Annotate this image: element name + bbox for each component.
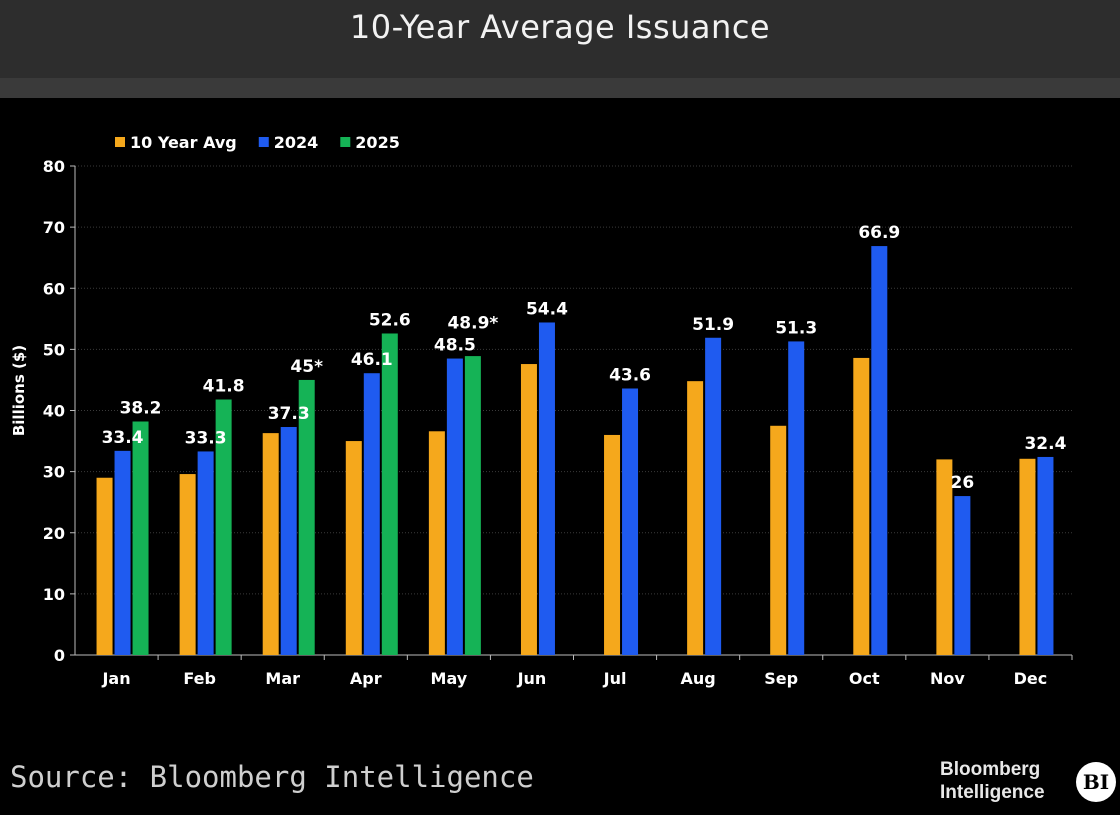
bar-2024: [114, 450, 131, 655]
bar-2024: [871, 246, 888, 656]
y-tick-label: 30: [43, 463, 65, 482]
data-label: 33.3: [185, 428, 227, 448]
bar-10-year-avg: [853, 357, 870, 655]
x-tick-label: Mar: [265, 669, 300, 688]
data-label: 38.2: [120, 399, 162, 419]
bars: [96, 246, 1054, 656]
data-label: 26: [951, 473, 975, 493]
legend-label: 10 Year Avg: [130, 133, 237, 152]
data-label: 52.6: [369, 310, 411, 330]
bar-10-year-avg: [96, 477, 113, 655]
bar-2025: [132, 421, 149, 655]
data-labels: 33.4 38.2 33.3 41.8 37.3 45* 46.1 52.6 48.548.9*…: [102, 223, 1067, 493]
bar-chart: 0 10 20 30 40 50 60 70 80 Jan Feb Mar Apr May Jun Jul Au…: [10, 133, 1073, 688]
x-tick-label: Jul: [603, 669, 627, 688]
data-label: 51.3: [775, 318, 817, 338]
y-axis-label: Billions ($): [10, 345, 28, 436]
page-title: 10-Year Average Issuance: [349, 8, 771, 46]
data-label: 37.3: [268, 404, 310, 424]
bar-2024: [622, 388, 639, 655]
bar-2024: [705, 337, 722, 655]
brand-badge-icon: BI: [1076, 762, 1116, 802]
bar-2024: [280, 427, 297, 655]
data-label: 51.9: [692, 315, 734, 335]
y-tick-label: 0: [54, 646, 65, 665]
data-label: 45*: [290, 357, 323, 377]
data-label: 48.9*: [447, 314, 498, 334]
bar-10-year-avg: [179, 474, 196, 655]
x-tick-label: Dec: [1014, 669, 1048, 688]
legend-label: 2024: [274, 133, 319, 152]
x-tick-label: Oct: [849, 669, 880, 688]
bar-10-year-avg: [428, 431, 445, 655]
bar-2025: [464, 356, 481, 655]
x-tick-label: Apr: [350, 669, 382, 688]
x-tick-label: Jun: [517, 669, 547, 688]
data-label: 43.6: [609, 365, 651, 385]
y-tick-label: 50: [43, 340, 65, 359]
source-note: Source: Bloomberg Intelligence: [10, 760, 534, 794]
data-label: 32.4: [1024, 434, 1066, 454]
data-label: 48.5: [434, 336, 476, 356]
x-tick-label: Nov: [930, 669, 965, 688]
bar-2024: [954, 496, 971, 655]
bar-10-year-avg: [520, 364, 537, 655]
bar-10-year-avg: [770, 425, 787, 655]
bar-2025: [215, 399, 232, 655]
data-label: 41.8: [203, 376, 245, 396]
gridlines: [75, 165, 1072, 595]
y-tick-label: 20: [43, 524, 65, 543]
brand-line-1: Bloomberg: [940, 759, 1041, 780]
data-label: 33.4: [102, 428, 144, 448]
bar-10-year-avg: [687, 381, 704, 655]
title-bar: 10-Year Average Issuance: [0, 0, 1120, 78]
chart-panel: 0 10 20 30 40 50 60 70 80 Jan Feb Mar Apr May Jun Jul Au…: [0, 98, 1120, 815]
bar-10-year-avg: [604, 434, 621, 655]
bar-10-year-avg: [262, 433, 279, 655]
legend-label: 2025: [355, 133, 400, 152]
x-tick-label: Sep: [764, 669, 798, 688]
data-label: 46.1: [351, 350, 393, 370]
bar-2025: [298, 379, 315, 655]
brand-line-2: Intelligence: [940, 782, 1045, 803]
y-tick-label: 60: [43, 279, 65, 298]
separator-bar: [0, 78, 1120, 98]
bar-2024: [363, 373, 380, 655]
legend-swatch: [340, 137, 351, 147]
x-tick-label: Aug: [681, 669, 716, 688]
y-tick-label: 40: [43, 402, 65, 421]
bar-2024: [1037, 456, 1054, 655]
bar-2024: [788, 341, 805, 655]
bar-10-year-avg: [1019, 458, 1036, 655]
axes: 0 10 20 30 40 50 60 70 80 Jan Feb Mar Apr May Jun Jul Au…: [43, 157, 1073, 688]
legend-swatch: [115, 137, 125, 147]
data-label: 66.9: [858, 223, 900, 243]
y-tick-label: 80: [43, 157, 65, 176]
brand-logo-text: Bloomberg Intelligence: [940, 758, 1070, 804]
bar-10-year-avg: [345, 441, 362, 655]
legend: 10 Year Avg 2024 2025: [115, 133, 400, 152]
y-tick-label: 70: [43, 218, 65, 237]
bar-2024: [197, 451, 214, 655]
x-tick-label: Feb: [183, 669, 216, 688]
bar-2025: [381, 333, 398, 655]
x-tick-label: Jan: [101, 669, 130, 688]
y-tick-label: 10: [43, 585, 65, 604]
data-label: 54.4: [526, 299, 568, 319]
bar-10-year-avg: [936, 459, 953, 655]
x-tick-label: May: [431, 669, 468, 688]
legend-swatch: [258, 137, 269, 147]
bar-2024: [446, 358, 463, 655]
bar-2024: [538, 322, 555, 655]
